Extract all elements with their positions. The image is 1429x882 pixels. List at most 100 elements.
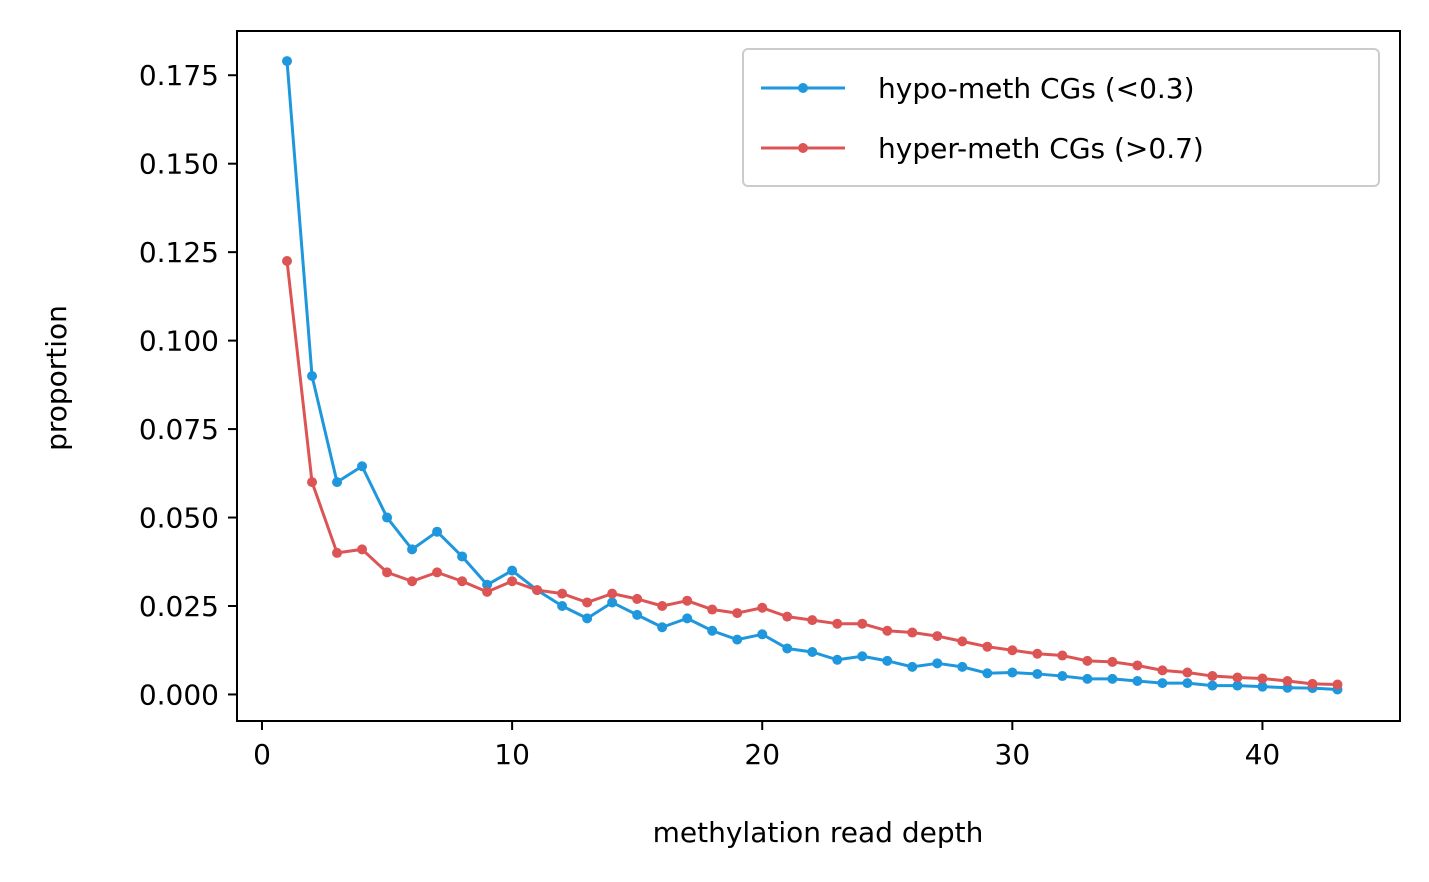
y-tick-label: 0.175 bbox=[139, 59, 219, 92]
data-point bbox=[857, 618, 868, 629]
data-point bbox=[957, 636, 968, 647]
data-point bbox=[557, 601, 568, 611]
legend-marker-hyper bbox=[798, 143, 808, 153]
data-point bbox=[982, 668, 993, 679]
data-point bbox=[757, 602, 768, 613]
data-point bbox=[782, 611, 793, 622]
data-point bbox=[1082, 655, 1093, 666]
data-point bbox=[282, 256, 293, 266]
series-hyper bbox=[282, 256, 1343, 690]
data-point bbox=[957, 661, 968, 672]
x-tick-label: 40 bbox=[1245, 738, 1281, 771]
data-point bbox=[882, 625, 893, 636]
data-point bbox=[882, 655, 893, 666]
data-point bbox=[1182, 667, 1193, 678]
y-axis-label: proportion bbox=[40, 305, 73, 451]
data-point bbox=[1032, 668, 1043, 679]
data-point bbox=[1232, 680, 1243, 691]
data-point bbox=[1207, 671, 1218, 682]
data-point bbox=[632, 593, 643, 604]
data-point bbox=[607, 597, 618, 608]
data-point bbox=[1007, 645, 1018, 656]
x-tick-label: 10 bbox=[494, 738, 530, 771]
data-point bbox=[332, 547, 343, 558]
data-point bbox=[307, 371, 318, 381]
data-point bbox=[982, 641, 993, 652]
data-point bbox=[1207, 680, 1218, 691]
data-point bbox=[857, 651, 868, 662]
data-point bbox=[432, 567, 443, 578]
data-point bbox=[582, 613, 593, 624]
data-point bbox=[832, 618, 843, 629]
data-point bbox=[382, 567, 393, 578]
data-point bbox=[907, 627, 918, 638]
data-point bbox=[532, 585, 543, 596]
data-point bbox=[407, 576, 418, 587]
x-axis-label: methylation read depth bbox=[653, 816, 984, 849]
data-point bbox=[582, 597, 593, 608]
data-point bbox=[682, 613, 693, 624]
data-point bbox=[1082, 673, 1093, 684]
data-point bbox=[357, 461, 368, 472]
data-point bbox=[1157, 678, 1168, 689]
data-point bbox=[1157, 665, 1168, 676]
data-point bbox=[1007, 667, 1018, 678]
data-point bbox=[1032, 648, 1043, 659]
data-point bbox=[732, 634, 743, 645]
data-point bbox=[507, 565, 518, 576]
data-point bbox=[507, 576, 518, 587]
data-point bbox=[807, 647, 818, 657]
data-point bbox=[907, 661, 918, 672]
y-tick-label: 0.100 bbox=[139, 325, 219, 358]
y-tick-label: 0.150 bbox=[139, 148, 219, 181]
data-point bbox=[1107, 656, 1118, 667]
x-tick-label: 20 bbox=[744, 738, 780, 771]
data-point bbox=[1107, 673, 1118, 684]
data-point bbox=[457, 551, 468, 562]
data-point bbox=[1307, 678, 1318, 689]
plot-frame bbox=[236, 30, 1401, 722]
y-tick-label: 0.000 bbox=[139, 678, 219, 711]
series-layer bbox=[282, 56, 1343, 695]
data-point bbox=[282, 56, 293, 67]
data-point bbox=[482, 586, 493, 597]
data-point bbox=[457, 576, 468, 587]
data-point bbox=[682, 595, 693, 606]
legend-box bbox=[742, 48, 1380, 187]
data-point bbox=[832, 654, 843, 665]
data-point bbox=[407, 544, 418, 555]
y-tick-label: 0.025 bbox=[139, 590, 219, 623]
data-point bbox=[1057, 650, 1068, 661]
data-point bbox=[732, 608, 743, 619]
legend-label-hypo: hypo-meth CGs (<0.3) bbox=[878, 72, 1195, 105]
data-point bbox=[707, 604, 718, 615]
x-tick-label: 0 bbox=[253, 738, 271, 771]
y-tick-label: 0.125 bbox=[139, 236, 219, 269]
data-point bbox=[932, 631, 943, 642]
x-tick-label: 30 bbox=[995, 738, 1031, 771]
data-point bbox=[657, 622, 668, 633]
data-point bbox=[1132, 660, 1143, 671]
data-point bbox=[1057, 671, 1068, 682]
data-point bbox=[1282, 676, 1293, 687]
x-axis: 0 10 20 30 40 bbox=[253, 721, 1280, 771]
data-point bbox=[757, 629, 768, 640]
data-point bbox=[1132, 676, 1143, 687]
y-tick-label: 0.050 bbox=[139, 502, 219, 535]
data-point bbox=[1257, 681, 1268, 692]
data-point bbox=[307, 477, 318, 488]
data-point bbox=[932, 658, 943, 669]
legend-marker-hypo bbox=[798, 83, 808, 93]
data-point bbox=[707, 625, 718, 636]
y-tick-label: 0.075 bbox=[139, 413, 219, 446]
data-point bbox=[557, 588, 568, 599]
data-point bbox=[1182, 678, 1193, 689]
data-point bbox=[1332, 679, 1343, 690]
data-point bbox=[1232, 672, 1243, 683]
data-point bbox=[332, 477, 343, 488]
data-point bbox=[357, 544, 368, 555]
data-point bbox=[657, 601, 668, 611]
data-point bbox=[607, 588, 618, 599]
data-point bbox=[432, 526, 443, 537]
